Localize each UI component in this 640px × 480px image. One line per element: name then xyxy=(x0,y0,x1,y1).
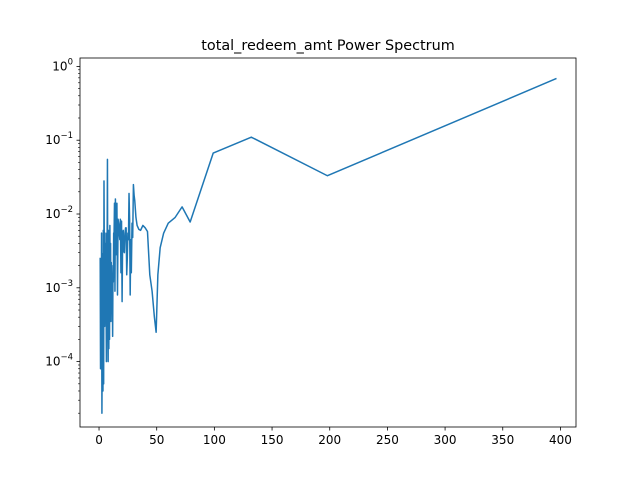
x-tick-label: 200 xyxy=(318,433,341,447)
axes: 0 50 100 150 200 250 300 350 400 10−4 10−3 10−2 10−1… xyxy=(45,57,577,447)
series-line-0 xyxy=(99,77,557,414)
x-tick-label: 300 xyxy=(434,433,457,447)
x-tick-label: 400 xyxy=(549,433,572,447)
x-tick-label: 0 xyxy=(95,433,103,447)
axes-frame xyxy=(79,57,577,428)
chart-title: total_redeem_amt Power Spectrum xyxy=(201,38,454,54)
y-tick-label: 100 xyxy=(52,57,73,73)
y-tick-label: 10−1 xyxy=(45,131,73,147)
x-tick-label: 100 xyxy=(203,433,226,447)
x-tick-label: 50 xyxy=(149,433,164,447)
y-tick-label: 10−4 xyxy=(45,353,73,369)
x-tick-label: 150 xyxy=(261,433,284,447)
y-tick-label: 10−2 xyxy=(45,205,73,221)
x-tick-label: 250 xyxy=(376,433,399,447)
x-tick-label: 350 xyxy=(491,433,514,447)
y-tick-label: 10−3 xyxy=(45,279,73,295)
plot-area xyxy=(99,77,557,414)
